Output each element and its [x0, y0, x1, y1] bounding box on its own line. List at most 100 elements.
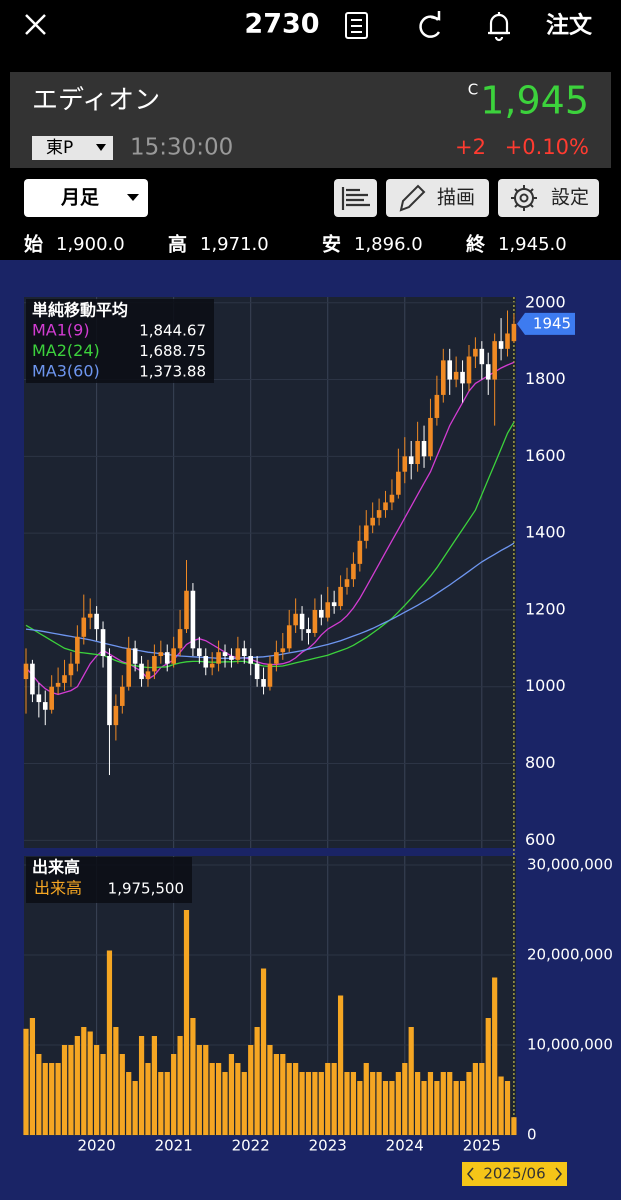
y-tick-label: 2000	[525, 292, 566, 311]
volume-bar	[344, 1072, 350, 1135]
candle-body	[145, 671, 151, 680]
y-tick-label: 1400	[525, 523, 566, 542]
volume-bar	[196, 1045, 202, 1135]
volume-bar	[402, 1063, 408, 1135]
candle-body	[479, 348, 485, 365]
legend-box	[26, 299, 214, 383]
volume-bar	[331, 1063, 337, 1135]
legend-value: 1,688.75	[139, 342, 206, 360]
reload-icon[interactable]	[419, 11, 441, 38]
ohlc-value: 1,896.0	[354, 234, 423, 255]
candle-body	[254, 663, 260, 680]
price-flag: C	[468, 81, 478, 99]
candle-body	[357, 540, 363, 564]
volume-bar	[466, 1072, 472, 1135]
candle-body	[107, 656, 112, 726]
indicator-button[interactable]	[334, 179, 377, 217]
candle-body	[229, 656, 234, 660]
draw-label[interactable]: 描画	[437, 187, 475, 209]
candle-body	[466, 356, 472, 384]
volume-bar	[132, 1081, 138, 1135]
candle-body	[428, 417, 433, 457]
candle-body	[126, 648, 132, 687]
candle-body	[197, 648, 202, 657]
candle-body	[42, 702, 48, 710]
settings-label[interactable]: 設定	[551, 187, 589, 209]
volume-bar	[260, 968, 267, 1135]
memo-icon[interactable]	[345, 12, 368, 39]
candle-body	[306, 629, 311, 633]
candle-body	[415, 440, 420, 465]
candle-body	[389, 494, 395, 503]
candle-body	[216, 652, 221, 664]
x-tick-label: 2021	[155, 1137, 193, 1155]
cursor-label: 2025/06	[483, 1165, 545, 1183]
volume-bar	[126, 1072, 132, 1135]
candle-body	[209, 663, 215, 668]
y-tick-label: 30,000,000	[527, 856, 613, 874]
volume-bar	[479, 1063, 485, 1135]
gear-icon	[511, 185, 537, 211]
volume-bar	[363, 1063, 369, 1135]
order-button[interactable]: 注文	[546, 12, 593, 39]
volume-bar	[273, 1054, 279, 1135]
volume-bar	[415, 1072, 421, 1135]
price-tag-label: 1945	[533, 314, 571, 332]
candle-body	[325, 602, 331, 618]
volume-bar	[357, 1081, 363, 1135]
volume-bar	[190, 1018, 196, 1135]
candle-body	[447, 360, 453, 380]
stock-code: 2730	[244, 9, 319, 40]
x-tick-label: 2025	[463, 1137, 501, 1155]
x-tick-label: 2022	[232, 1137, 270, 1155]
price-tag	[517, 312, 575, 335]
volume-bar	[81, 1027, 87, 1135]
volume-bar	[318, 1072, 324, 1135]
volume-bar	[228, 1054, 235, 1135]
ohlc-value: 1,900.0	[56, 234, 125, 255]
candle-body	[376, 510, 382, 518]
y-tick-label: 20,000,000	[527, 946, 613, 964]
candle-body	[248, 656, 253, 664]
candle-body	[511, 323, 517, 342]
candle-body	[139, 663, 144, 680]
volume-bar	[138, 1036, 145, 1135]
candle-body	[261, 679, 266, 687]
candle-body	[363, 525, 369, 541]
volume-bar	[203, 1045, 209, 1135]
draw-button[interactable]	[386, 179, 489, 217]
volume-bar	[164, 1072, 170, 1135]
legend-entry: MA2(24)	[32, 341, 100, 360]
volume-bar	[434, 1081, 440, 1135]
candle-body	[383, 502, 388, 511]
period-selector[interactable]	[24, 179, 148, 217]
volume-bar	[158, 1072, 164, 1135]
volume-bar	[74, 1036, 80, 1135]
volume-bar	[267, 1045, 273, 1135]
candle-body	[190, 590, 196, 649]
cursor-prev	[467, 1167, 474, 1181]
volume-bar	[23, 1028, 29, 1135]
candle-body	[274, 652, 279, 664]
candle-body	[492, 341, 497, 380]
candle-body	[434, 394, 440, 418]
ohlc-value: 1,945.0	[498, 234, 567, 255]
volume-bar	[504, 1081, 511, 1135]
volume-bar	[511, 1117, 517, 1135]
close-button[interactable]	[25, 14, 46, 35]
alert-icon[interactable]	[488, 12, 510, 42]
candle-body	[473, 348, 478, 357]
volume-bar	[113, 1027, 119, 1135]
candle-body	[184, 590, 189, 630]
volume-bar	[100, 1054, 106, 1135]
market-label[interactable]: 東P	[46, 138, 73, 158]
candle-body	[299, 613, 305, 630]
period-label[interactable]: 月足	[60, 187, 100, 209]
candle-body	[164, 652, 170, 664]
legend-value: 1,975,500	[108, 880, 184, 898]
x-tick-label: 2024	[386, 1137, 424, 1155]
ohlc-label: 終	[466, 233, 486, 256]
volume-bar	[42, 1063, 48, 1135]
candle-body	[203, 656, 209, 668]
candle-body	[30, 663, 35, 695]
